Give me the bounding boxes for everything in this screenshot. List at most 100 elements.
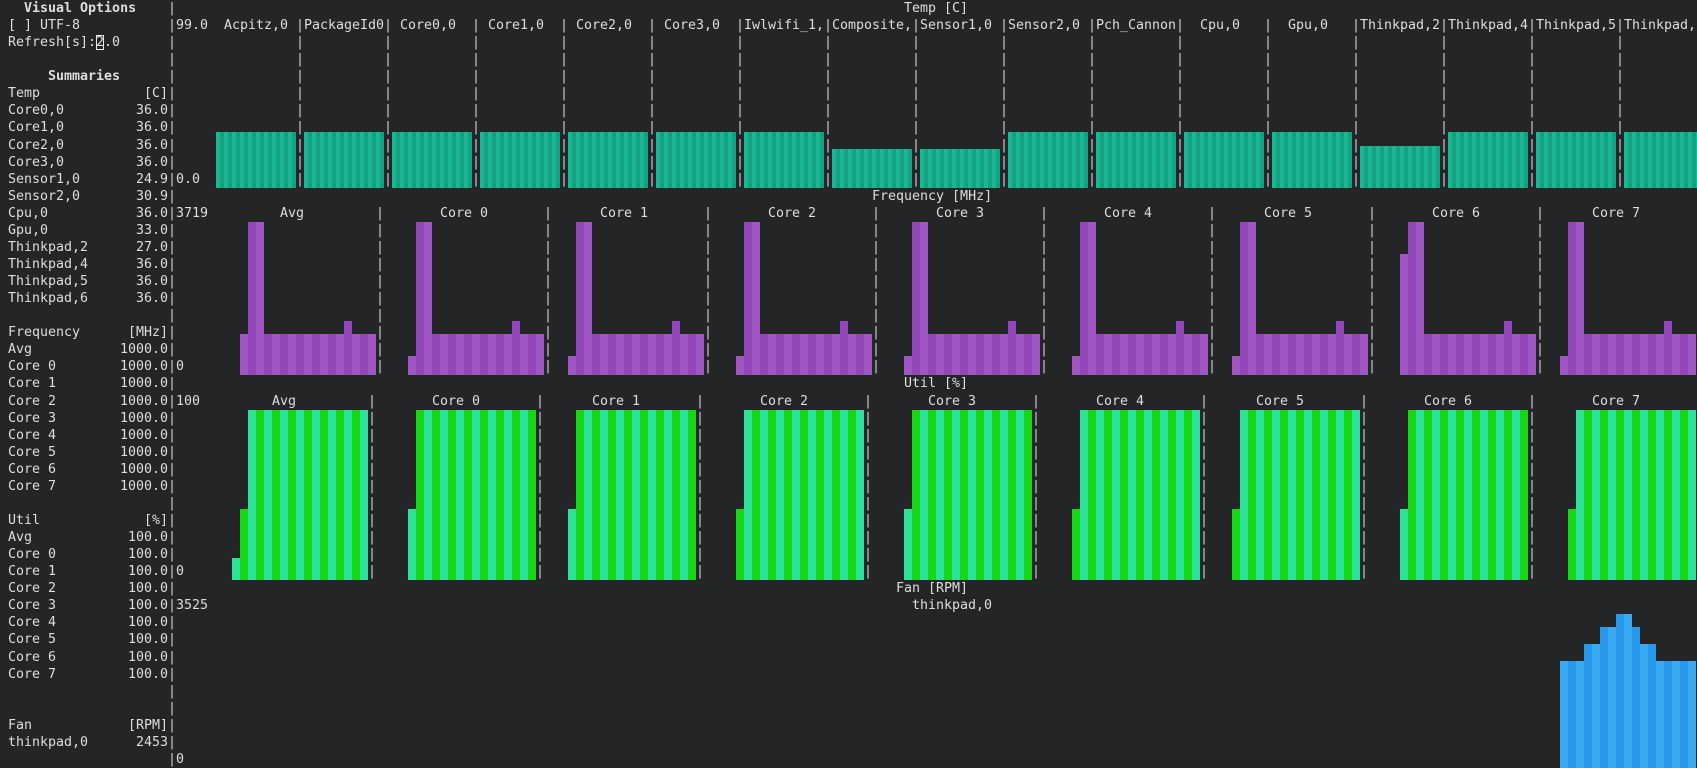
column-separator: | — [1208, 239, 1217, 255]
temp-column-label: Core1,0 — [488, 18, 545, 34]
util-bar — [800, 409, 808, 581]
temp-bar — [744, 131, 824, 188]
util-bar — [1464, 409, 1472, 581]
frequency-bar — [944, 334, 952, 376]
column-separator: | — [560, 154, 569, 170]
column-separator: | — [824, 120, 833, 136]
column-separator: | — [912, 69, 921, 85]
temp-graph-title: Temp [C] — [904, 1, 969, 16]
frequency-panel-title: Core 4 — [1104, 205, 1153, 221]
temp-bar — [1096, 131, 1176, 188]
temp-column-label: Cpu,0 — [1200, 18, 1241, 34]
column-separator: | — [384, 69, 393, 85]
util-bar — [736, 508, 744, 581]
util-bar — [1616, 409, 1624, 581]
column-separator: | — [648, 103, 657, 119]
frequency-bar — [280, 334, 288, 376]
column-separator: | — [824, 171, 833, 187]
frequency-bar — [1088, 221, 1096, 376]
column-separator: | — [168, 52, 177, 68]
column-separator: | — [536, 547, 545, 563]
column-separator: | — [1000, 171, 1009, 187]
util-bar — [944, 409, 952, 581]
column-separator: | — [1088, 69, 1097, 85]
frequency-bar — [1200, 334, 1208, 376]
column-separator: | — [376, 291, 385, 307]
util-bar — [1312, 409, 1320, 581]
frequency-bar — [1664, 320, 1672, 376]
column-separator: | — [384, 103, 393, 119]
frequency-bar — [1656, 334, 1664, 376]
column-separator: | — [1440, 154, 1449, 170]
util-bar — [752, 409, 760, 581]
column-separator: | — [1040, 308, 1049, 324]
column-separator: | — [648, 35, 657, 51]
frequency-panel-title: Core 7 — [1592, 205, 1641, 221]
column-separator: | — [168, 615, 177, 631]
column-separator: | — [736, 86, 745, 102]
util-bar — [1336, 409, 1344, 581]
column-separator: | — [168, 69, 177, 85]
column-separator: | — [1528, 427, 1537, 443]
column-separator: | — [1200, 410, 1209, 426]
summary-item-value: 2453 — [136, 734, 169, 750]
frequency-bar — [928, 334, 936, 376]
util-bar — [232, 558, 240, 581]
fan-sensor-label: thinkpad,0 — [912, 598, 993, 614]
column-separator: | — [1528, 410, 1537, 426]
summary-section-title: Frequency — [8, 325, 81, 341]
column-separator: | — [1360, 495, 1369, 511]
frequency-bar — [1480, 334, 1488, 376]
column-separator: | — [1360, 393, 1369, 409]
column-separator: | — [544, 222, 553, 238]
util-bar — [1264, 409, 1272, 581]
util-bar — [1576, 409, 1584, 581]
column-separator: | — [1360, 547, 1369, 563]
column-separator: | — [168, 717, 177, 733]
column-separator: | — [472, 137, 481, 153]
frequency-bar — [832, 334, 840, 376]
temp-column-label: Gpu,0 — [1288, 18, 1329, 34]
column-separator: | — [704, 342, 713, 358]
column-separator: | — [1368, 274, 1377, 290]
column-separator: | — [1528, 103, 1537, 119]
util-bar — [520, 409, 528, 581]
frequency-bar — [1304, 334, 1312, 376]
frequency-bar — [1296, 334, 1304, 376]
summary-item-value: 36.0 — [136, 154, 169, 170]
util-bar — [1232, 508, 1240, 581]
column-separator: | — [1368, 291, 1377, 307]
column-separator: | — [1000, 35, 1009, 51]
column-separator: | — [1200, 461, 1209, 477]
frequency-bar — [1640, 334, 1648, 376]
frequency-bar — [344, 320, 352, 376]
column-separator: | — [168, 632, 177, 648]
frequency-bar — [800, 334, 808, 376]
summary-item-value: 100.0 — [128, 564, 169, 580]
util-bar — [1584, 409, 1592, 581]
column-separator: | — [1528, 18, 1537, 34]
frequency-bar — [744, 221, 752, 376]
util-bar — [576, 409, 584, 581]
refresh-interval-input[interactable]: 2.0 — [96, 35, 121, 51]
temp-column-label: Thinkpad,2 — [1360, 18, 1441, 34]
utf8-checkbox[interactable]: [ ] — [8, 18, 33, 34]
util-bar — [1024, 409, 1032, 581]
column-separator: | — [1040, 257, 1049, 272]
column-separator: | — [912, 18, 921, 34]
column-separator: | — [536, 444, 545, 460]
frequency-bar — [248, 221, 256, 376]
column-separator: | — [1616, 52, 1625, 68]
summary-item-value: 100.0 — [128, 649, 169, 665]
column-separator: | — [648, 120, 657, 136]
util-bar — [1448, 409, 1456, 581]
column-separator: | — [1200, 393, 1209, 409]
column-separator: | — [864, 478, 873, 494]
column-separator: | — [368, 410, 377, 426]
summary-item-label: Core0,0 — [8, 103, 65, 119]
column-separator: | — [168, 154, 177, 170]
column-separator: | — [1176, 171, 1185, 187]
column-separator: | — [168, 495, 177, 511]
frequency-bar — [1104, 334, 1112, 376]
frequency-bar — [352, 334, 360, 376]
